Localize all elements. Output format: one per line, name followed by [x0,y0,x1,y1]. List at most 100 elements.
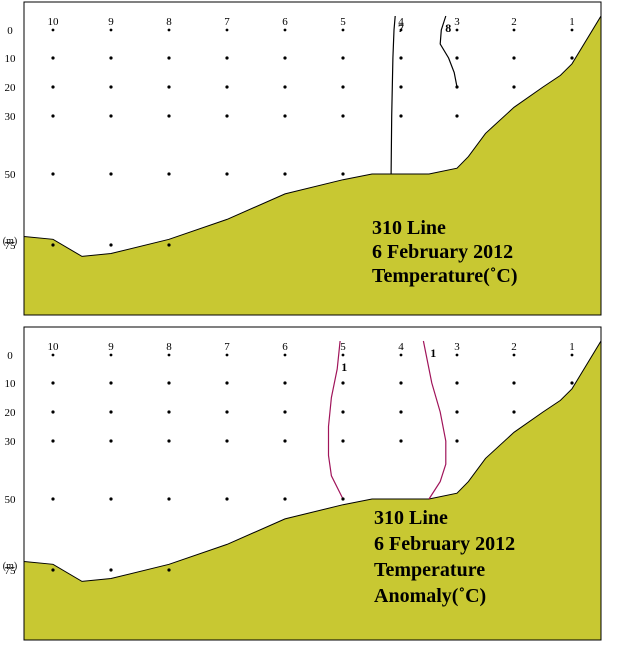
station-dot-8-50 [167,172,171,176]
station-dot-1-10 [570,381,574,385]
station-label-1: 1 [569,341,575,353]
station-dot-10-50 [51,497,55,501]
station-dot-7-0 [225,28,229,32]
station-dot-6-0 [283,28,287,32]
depth-label-20: 20 [5,82,17,94]
contour-line-0-0 [390,15,396,175]
station-dot-3-30 [455,439,459,443]
station-dot-10-10 [51,381,55,385]
station-dot-5-30 [341,114,345,118]
station-label-10: 10 [48,16,60,28]
station-dot-5-50 [341,497,345,501]
station-label-6: 6 [282,341,288,353]
chart-title-line-0: 310 Line [372,217,446,239]
depth-label-0: 0 [7,350,13,362]
station-dot-8-20 [167,410,171,414]
station-label-1: 1 [569,16,575,28]
station-dot-9-50 [109,172,113,176]
depth-unit-label: (m) [3,561,17,572]
station-dot-9-50 [109,497,113,501]
station-dot-10-20 [51,85,55,89]
station-dot-4-10 [399,381,403,385]
station-dot-4-20 [399,85,403,89]
depth-label-30: 30 [5,111,17,123]
station-dot-3-10 [455,381,459,385]
station-dot-8-10 [167,381,171,385]
station-dot-7-50 [225,497,229,501]
chart-title-line-2: Temperature [374,559,485,581]
station-dot-2-0 [512,28,516,32]
depth-label-75: 75 [5,240,17,252]
station-dot-9-0 [109,353,113,357]
station-dot-2-0 [512,353,516,357]
chart-title-line-1: 6 February 2012 [372,241,513,263]
station-dot-2-10 [512,381,516,385]
station-label-6: 6 [282,16,288,28]
station-dot-9-75 [109,243,113,247]
station-dot-4-30 [399,114,403,118]
depth-label-30: 30 [5,436,17,448]
station-dot-9-10 [109,56,113,60]
station-dot-4-0 [399,28,403,32]
station-dot-8-30 [167,114,171,118]
station-label-5: 5 [340,16,346,28]
station-dot-10-0 [51,28,55,32]
station-label-3: 3 [454,16,460,28]
station-dot-6-0 [283,353,287,357]
station-label-9: 9 [108,16,114,28]
seafloor-fill-0 [24,15,601,315]
chart-frame-1 [23,326,602,641]
station-dot-8-75 [167,243,171,247]
station-label-7: 7 [224,16,230,28]
station-dot-2-20 [512,85,516,89]
seafloor-fill-1 [24,340,601,640]
station-dot-7-10 [225,56,229,60]
station-label-2: 2 [511,16,517,28]
station-dot-10-30 [51,114,55,118]
station-label-10: 10 [48,341,60,353]
station-label-9: 9 [108,341,114,353]
station-dot-8-20 [167,85,171,89]
station-dot-6-50 [283,172,287,176]
station-dot-5-30 [341,439,345,443]
station-dot-6-30 [283,114,287,118]
station-label-4: 4 [398,16,404,28]
station-dot-7-20 [225,410,229,414]
station-dot-5-0 [341,28,345,32]
station-dot-5-20 [341,410,345,414]
station-dot-2-20 [512,410,516,414]
station-dot-3-0 [455,353,459,357]
station-label-7: 7 [224,341,230,353]
station-dot-10-50 [51,172,55,176]
station-dot-7-0 [225,353,229,357]
contour-line-1-1 [422,340,447,500]
station-label-3: 3 [454,341,460,353]
station-label-8: 8 [166,341,172,353]
station-dot-3-30 [455,114,459,118]
station-label-2: 2 [511,341,517,353]
station-dot-5-10 [341,56,345,60]
depth-label-50: 50 [5,169,17,181]
contour-line-0-1 [439,15,458,88]
station-dot-9-0 [109,28,113,32]
station-dot-1-10 [570,56,574,60]
station-dot-7-20 [225,85,229,89]
station-dot-6-10 [283,56,287,60]
station-dot-8-0 [167,28,171,32]
station-dot-3-10 [455,56,459,60]
station-dot-10-10 [51,56,55,60]
depth-label-50: 50 [5,494,17,506]
station-dot-9-30 [109,439,113,443]
chart-title-line-2: Temperature(˚C) [372,265,518,287]
contour-label-0-1: 8 [445,21,451,35]
station-dot-6-20 [283,410,287,414]
station-dot-10-30 [51,439,55,443]
station-dot-8-0 [167,353,171,357]
station-dot-10-0 [51,353,55,357]
station-dot-9-30 [109,114,113,118]
station-dot-5-20 [341,85,345,89]
station-dot-6-30 [283,439,287,443]
station-dot-1-0 [570,353,574,357]
station-dot-5-50 [341,172,345,176]
station-dot-3-0 [455,28,459,32]
